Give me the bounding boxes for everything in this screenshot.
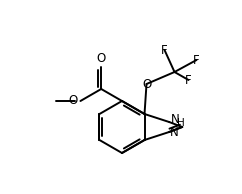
Text: O: O [68,94,77,107]
Text: N: N [171,113,180,126]
Text: F: F [193,54,200,67]
Text: N: N [170,126,179,139]
Text: H: H [177,118,185,128]
Text: F: F [185,74,192,87]
Text: F: F [161,43,168,56]
Text: O: O [142,77,151,90]
Text: O: O [97,52,106,65]
